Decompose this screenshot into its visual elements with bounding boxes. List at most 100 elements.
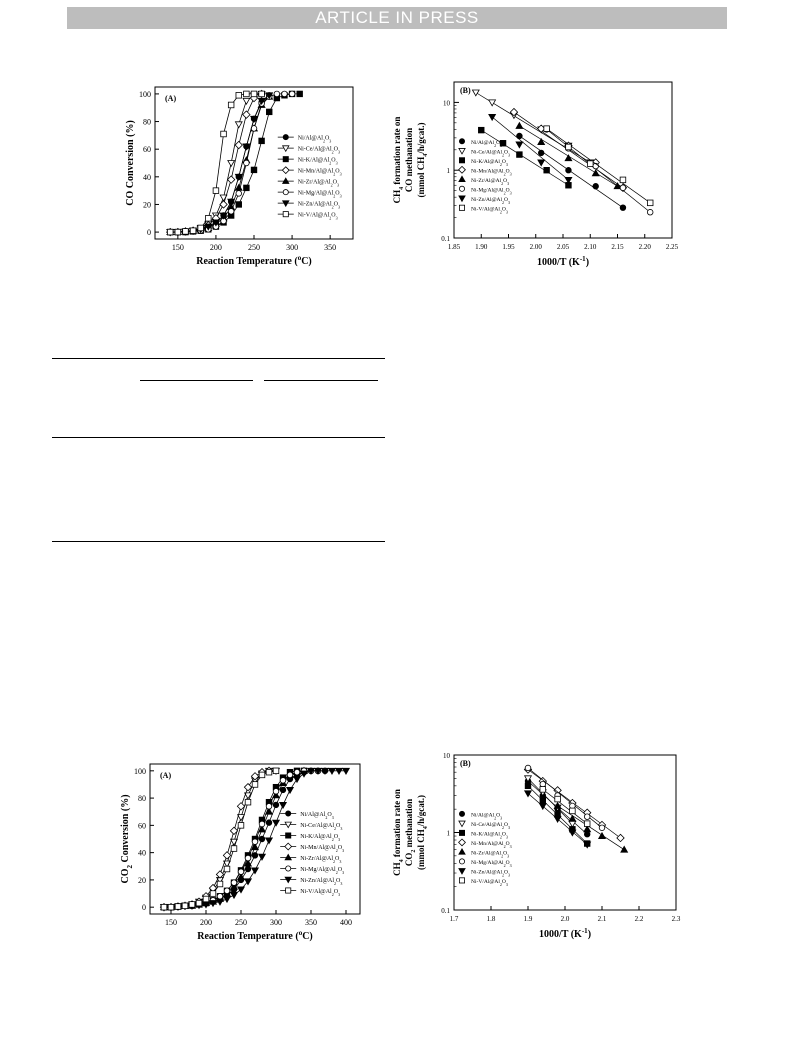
- data-point: [583, 831, 591, 838]
- data-point: [195, 899, 203, 907]
- x-tick-label: 2.05: [557, 243, 570, 251]
- data-point: [227, 198, 236, 206]
- data-point: [244, 798, 252, 806]
- data-point: [279, 786, 287, 794]
- data-point: [250, 867, 260, 875]
- data-point: [243, 782, 253, 792]
- data-point: [516, 132, 523, 140]
- y-tick-label: 20: [138, 876, 146, 885]
- x-tick-label: 2.15: [611, 243, 624, 251]
- data-point: [222, 896, 232, 904]
- data-point: [242, 97, 251, 105]
- series-5: [524, 764, 606, 831]
- data-point: [539, 797, 546, 804]
- y-axis-label-line: CO2 methanation: [404, 799, 417, 866]
- series-6: [488, 114, 573, 185]
- series-7: [160, 767, 280, 911]
- data-point: [568, 814, 577, 822]
- fit-line: [527, 767, 603, 829]
- data-point: [208, 900, 218, 908]
- data-point: [553, 801, 562, 809]
- x-tick-label: 250: [248, 243, 260, 252]
- data-point: [244, 854, 252, 862]
- data-point: [258, 835, 266, 843]
- data-point: [543, 125, 550, 132]
- data-point: [216, 880, 224, 888]
- legend-marker: [281, 166, 290, 175]
- panel-label: (A): [160, 771, 171, 780]
- legend-label: Ni-V/Al@Al2O3: [471, 879, 508, 887]
- data-point: [598, 824, 606, 831]
- data-point: [285, 786, 295, 795]
- legend-label: Ni-Mn/Al@Al2O3: [300, 845, 344, 853]
- series-7: [167, 90, 265, 236]
- data-point: [327, 767, 337, 775]
- legend-label: Ni-Zn/Al@Al2O3: [471, 197, 510, 205]
- legend-label: Ni-Zn/Al@Al2O3: [300, 878, 342, 886]
- legend-label: Ni-Ce/Al@Al2O3: [298, 147, 340, 155]
- y-axis-label-line: (mmol CH4/h/gcat.): [416, 795, 429, 870]
- plot-frame: [149, 763, 361, 915]
- legend-marker: [458, 175, 466, 183]
- legend-label: Ni-V/Al@Al2O3: [471, 206, 508, 214]
- data-point: [209, 890, 217, 897]
- data-point: [257, 853, 267, 861]
- series-4: [515, 121, 622, 190]
- data-point: [554, 795, 561, 803]
- data-point: [215, 870, 225, 879]
- legend-marker: [284, 853, 293, 861]
- panel-label: (B): [460, 759, 471, 768]
- data-point: [219, 212, 228, 220]
- legend-label: Ni-Mg/Al@Al2O3: [471, 187, 512, 195]
- data-point: [279, 777, 287, 784]
- data-point: [237, 868, 245, 875]
- data-point: [499, 140, 507, 147]
- y-axis-label-line: (mmol CH4/h/gcat.): [416, 123, 429, 198]
- y-axis-label-line: CH4 formation rate on: [392, 789, 405, 876]
- legend-label: Ni-K/Al@Al2O3: [298, 158, 338, 166]
- panel-label: (A): [165, 94, 176, 103]
- legend-marker: [282, 189, 289, 196]
- table-mid-rule: [52, 437, 385, 438]
- data-point: [235, 201, 242, 208]
- data-point: [197, 224, 204, 232]
- data-point: [243, 792, 253, 800]
- data-point: [227, 208, 235, 215]
- data-point: [537, 149, 545, 157]
- data-point: [234, 173, 243, 181]
- series-1: [523, 775, 577, 828]
- data-point: [243, 878, 253, 886]
- legend-label: Ni/Al@Al2O3: [471, 140, 502, 148]
- data-point: [202, 895, 210, 903]
- y-tick-label: 80: [143, 118, 151, 127]
- data-point: [583, 813, 591, 820]
- data-point: [230, 845, 238, 852]
- data-point: [587, 160, 594, 167]
- y-tick-label: 60: [138, 821, 146, 830]
- fit-line: [557, 805, 625, 850]
- data-point: [236, 873, 246, 881]
- data-point: [223, 887, 231, 895]
- data-point: [524, 782, 532, 790]
- x-tick-label: 1.9: [524, 915, 533, 923]
- legend-label: Ni/Al@Al2O3: [471, 812, 502, 820]
- data-point: [646, 199, 654, 207]
- x-tick-label: 2.25: [666, 243, 679, 251]
- fit-line: [542, 789, 588, 824]
- data-point: [288, 90, 296, 98]
- data-point: [471, 89, 480, 97]
- data-point: [523, 775, 533, 783]
- legend-label: Ni-Mn/Al@Al2O3: [471, 168, 512, 176]
- legend-marker: [284, 876, 293, 884]
- data-point: [236, 802, 246, 811]
- legend-marker: [281, 177, 290, 184]
- data-point: [257, 97, 266, 105]
- data-point: [272, 767, 280, 775]
- data-point: [564, 176, 573, 185]
- legend-label: Ni-V/Al@Al2O3: [300, 889, 340, 897]
- data-point: [250, 166, 258, 174]
- data-point: [264, 837, 274, 845]
- data-point: [258, 820, 266, 828]
- y-tick-label: 0.1: [441, 907, 450, 915]
- data-point: [220, 130, 227, 138]
